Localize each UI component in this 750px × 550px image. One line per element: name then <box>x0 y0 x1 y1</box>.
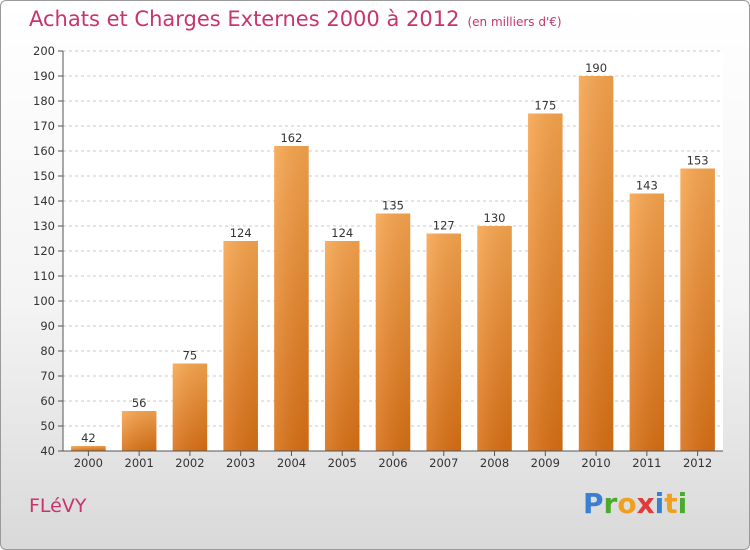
x-tick-label: 2002 <box>175 456 204 470</box>
bar-value-label: 124 <box>230 226 252 240</box>
y-tick-label: 80 <box>40 344 55 358</box>
commune-name: FLéVY <box>29 495 87 517</box>
y-tick-label: 190 <box>33 69 55 83</box>
bar-shade <box>121 411 157 451</box>
bar-shade <box>324 241 360 451</box>
y-tick-label: 130 <box>33 219 55 233</box>
x-tick-label: 2000 <box>74 456 103 470</box>
bar-shade <box>680 168 715 451</box>
x-tick-label: 2007 <box>429 456 458 470</box>
y-tick-label: 100 <box>33 294 55 308</box>
bar-value-label: 130 <box>484 211 506 225</box>
x-tick-label: 2008 <box>480 456 509 470</box>
bar-value-label: 124 <box>331 226 353 240</box>
y-tick-label: 60 <box>40 394 55 408</box>
chart-title: Achats et Charges Externes 2000 à 2012 (e… <box>29 7 562 31</box>
x-tick-label: 2005 <box>328 456 357 470</box>
bar-shade <box>71 446 106 451</box>
x-tick-label: 2006 <box>378 456 407 470</box>
bar-shade <box>578 76 614 451</box>
labels: 40 50 60 70 80 90 100 110 120 130 140 150 160 170 180 1… <box>33 44 712 470</box>
bar-shade <box>629 193 665 451</box>
bar-shade <box>426 233 462 451</box>
y-tick-label: 40 <box>40 444 55 458</box>
x-tick-label: 2003 <box>226 456 255 470</box>
bar-value-label: 175 <box>534 99 556 113</box>
y-tick-label: 160 <box>33 144 55 158</box>
bar-value-label: 153 <box>687 154 709 168</box>
y-tick-label: 200 <box>33 44 55 58</box>
bars <box>71 76 715 451</box>
y-tick-label: 50 <box>40 419 55 433</box>
logo-letter: i <box>654 487 665 520</box>
bar-shade <box>172 363 208 451</box>
y-tick-label: 150 <box>33 169 55 183</box>
x-tick-label: 2001 <box>125 456 154 470</box>
bar-value-label: 143 <box>636 179 658 193</box>
logo-letter: P <box>583 487 604 520</box>
bar-value-label: 75 <box>183 349 198 363</box>
x-tick-label: 2010 <box>581 456 610 470</box>
y-tick-label: 90 <box>40 319 55 333</box>
bar-shade <box>274 146 309 451</box>
y-tick-label: 140 <box>33 194 55 208</box>
proxiti-logo[interactable]: Proxiti <box>583 487 687 520</box>
bar-value-label: 127 <box>433 219 455 233</box>
bar-value-label: 56 <box>132 396 147 410</box>
bar-shade <box>528 113 563 451</box>
logo-letter: i <box>677 487 688 520</box>
x-tick-label: 2004 <box>277 456 306 470</box>
bar-value-label: 162 <box>280 131 302 145</box>
logo-letter: t <box>664 487 678 520</box>
axes <box>58 50 723 456</box>
y-tick-label: 120 <box>33 244 55 258</box>
bar-shade <box>477 226 512 451</box>
bar-shade <box>375 213 411 451</box>
y-tick-label: 110 <box>33 269 55 283</box>
chart-title-text: Achats et Charges Externes 2000 à 2012 <box>29 7 460 31</box>
y-tick-label: 70 <box>40 369 55 383</box>
logo-letter: o <box>617 487 637 520</box>
y-tick-label: 180 <box>33 94 55 108</box>
bar-value-label: 42 <box>81 431 96 445</box>
bar-value-label: 190 <box>585 61 607 75</box>
bar-value-label: 135 <box>382 199 404 213</box>
chart-subtitle: (en milliers d'€) <box>467 15 562 29</box>
bar-shade <box>223 241 258 451</box>
x-tick-label: 2009 <box>531 456 560 470</box>
y-tick-label: 170 <box>33 119 55 133</box>
x-tick-label: 2012 <box>683 456 712 470</box>
logo-letter: x <box>636 487 655 520</box>
x-tick-label: 2011 <box>632 456 661 470</box>
logo-letter: r <box>603 487 618 520</box>
